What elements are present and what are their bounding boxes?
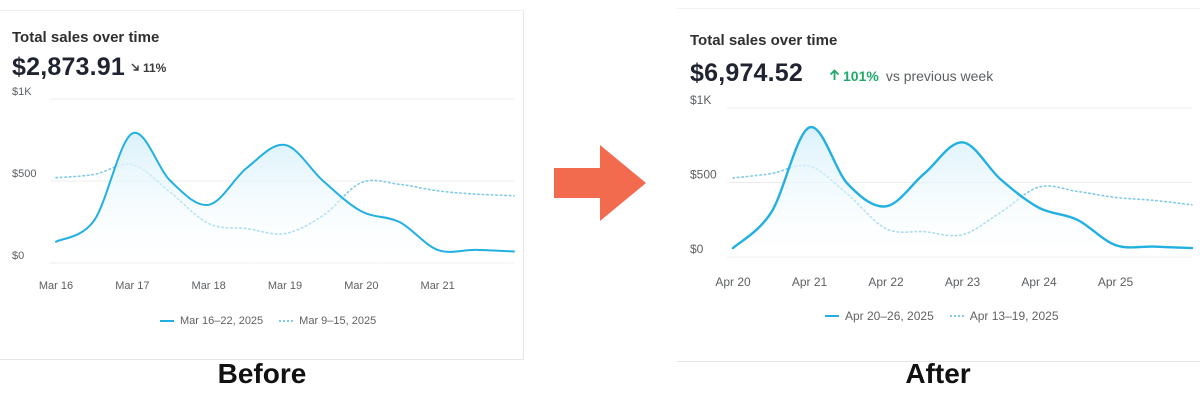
change-indicator: 101% vs previous week [829,68,993,84]
legend-item-comparison[interactable]: Apr 13–19, 2025 [949,309,1059,323]
legend-item-current[interactable]: Mar 16–22, 2025 [160,315,263,327]
legend-label: Mar 16–22, 2025 [180,315,264,327]
legend-label: Apr 13–19, 2025 [969,309,1059,323]
legend-swatch-dotted [279,320,294,322]
series-line-primary [731,126,1194,250]
chart-card-before: Total sales over time $2,873.91 11% $1K $… [0,10,524,360]
change-indicator: 11% [130,61,166,75]
sales-chart: $1K $500 $0 Apr 20 Apr 21 Apr 22 Apr 23 Apr 24 A… [690,93,1194,289]
x-tick-label: Mar 16 [39,280,73,292]
y-tick-label: $500 [12,168,36,180]
arrow-right-icon [552,145,648,228]
x-tick-label: Mar 21 [421,280,455,292]
x-tick-label: Apr 21 [792,275,828,289]
x-tick-label: Mar 19 [268,280,302,292]
chart-legend: Apr 20–26, 2025 Apr 13–19, 2025 [825,309,1059,323]
chart-card-after: Total sales over time $6,974.52 101% vs … [677,8,1200,362]
change-percent: 101% [843,68,879,84]
chart-title: Total sales over time [690,32,838,49]
caption-before: Before [217,358,307,389]
x-tick-label: Apr 22 [868,275,904,289]
x-tick-label: Apr 25 [1098,275,1134,289]
chart-legend: Mar 16–22, 2025 Mar 9–15, 2025 [160,315,376,327]
chart-title: Total sales over time [12,29,160,46]
legend-swatch-solid [825,315,839,317]
total-sales-value: $2,873.91 [12,53,126,81]
legend-label: Apr 20–26, 2025 [845,309,934,323]
y-tick-label: $0 [12,250,24,262]
y-tick-label: $500 [690,168,717,182]
y-tick-label: $1K [12,86,32,98]
x-tick-label: Apr 23 [945,275,981,289]
x-tick-label: Apr 24 [1021,275,1057,289]
x-tick-label: Mar 20 [344,280,378,292]
arrow-up-icon [829,68,840,84]
y-tick-label: $0 [690,242,704,256]
legend-label: Mar 9–15, 2025 [299,315,377,327]
change-percent: 11% [143,61,167,75]
arrow-down-right-icon [130,61,140,75]
series-area-primary [56,132,514,263]
x-tick-label: Mar 17 [115,280,149,292]
x-tick-label: Apr 20 [715,275,751,289]
series-area-primary [733,127,1192,257]
change-label: vs previous week [885,68,994,84]
x-tick-label: Mar 18 [192,280,226,292]
legend-item-comparison[interactable]: Mar 9–15, 2025 [279,315,376,327]
legend-swatch-solid [160,320,174,322]
sales-chart: $1K $500 $0 Mar 16 Mar 17 Mar 18 Mar 19 Mar 20 M… [12,86,515,292]
caption-after: After [905,358,971,389]
y-tick-label: $1K [690,93,711,107]
series-line-primary [55,131,515,253]
total-sales-value: $6,974.52 [690,59,804,87]
legend-swatch-dotted [949,315,964,317]
legend-item-current[interactable]: Apr 20–26, 2025 [825,309,934,323]
